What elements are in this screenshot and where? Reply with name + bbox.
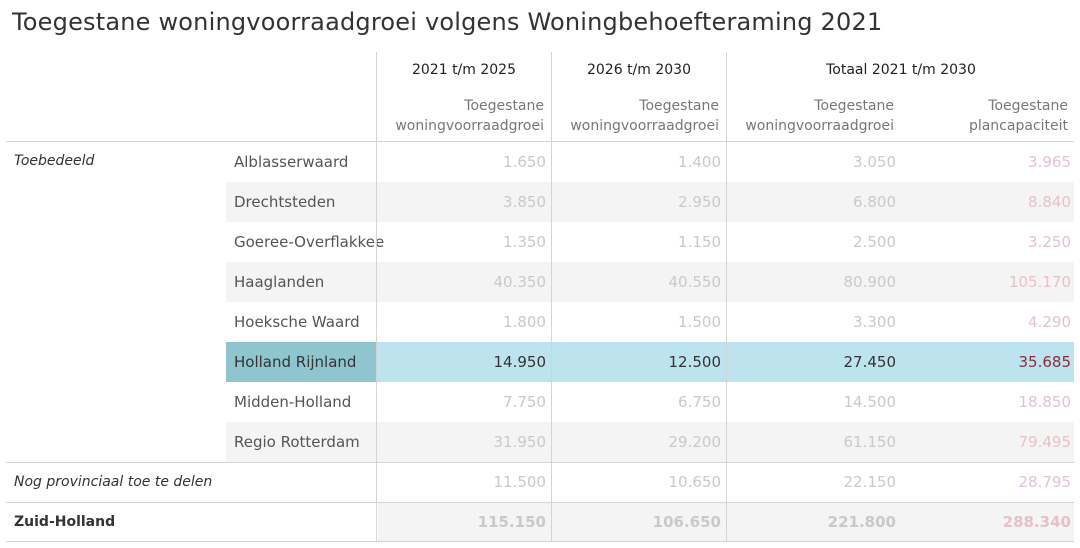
row-name: Goeree-Overflakkee xyxy=(234,233,385,251)
header-period-2021-2025: 2021 t/m 2025 xyxy=(411,62,516,78)
cell-c4: 105.170 xyxy=(1008,273,1071,291)
row-bg-drechtsteden xyxy=(226,182,1074,222)
cell-c4: 4.290 xyxy=(1028,313,1071,331)
col-divider xyxy=(376,52,377,542)
cell-c1: 40.350 xyxy=(493,273,547,291)
cell-c4: 8.840 xyxy=(1028,193,1071,211)
cell-c3: 80.900 xyxy=(843,273,897,291)
cell-c1: 31.950 xyxy=(493,433,547,451)
cell-c1: 14.950 xyxy=(493,353,547,371)
row-name: Midden-Holland xyxy=(234,393,352,411)
cell-c1: 7.750 xyxy=(503,393,546,411)
cell-c2: 29.200 xyxy=(668,433,722,451)
cell-c3: 2.500 xyxy=(853,233,896,251)
cell-c3: 27.450 xyxy=(843,353,897,371)
selected-name-cell xyxy=(226,342,376,382)
page-title: Toegestane woningvoorraadgroei volgens W… xyxy=(12,8,883,36)
cell-c2: 6.750 xyxy=(678,393,721,411)
cell-c4: 3.250 xyxy=(1028,233,1071,251)
cell-c2: 2.950 xyxy=(678,193,721,211)
header-period-2026-2030: 2026 t/m 2030 xyxy=(586,62,691,78)
cell-c4: 35.685 xyxy=(1018,353,1072,371)
cell-c2: 1.400 xyxy=(678,153,721,171)
cell-c1: 11.500 xyxy=(493,473,547,491)
cell-c1: 1.800 xyxy=(503,313,546,331)
col-divider xyxy=(551,52,552,542)
cell-c3: 221.800 xyxy=(827,513,896,531)
row-name: Hoeksche Waard xyxy=(234,313,360,331)
row-bg-haaglanden xyxy=(226,262,1074,302)
subheader-col-3: Toegestane woningvoorraadgroei xyxy=(745,98,894,134)
group-divider xyxy=(6,502,1074,503)
cell-c4: 18.850 xyxy=(1018,393,1072,411)
cell-c3: 22.150 xyxy=(843,473,897,491)
cell-c3: 3.300 xyxy=(853,313,896,331)
group-label-nog-provinciaal: Nog provinciaal toe te delen xyxy=(14,474,213,490)
cell-c2: 12.500 xyxy=(668,353,722,371)
row-name: Alblasserwaard xyxy=(234,153,349,171)
cell-c2: 10.650 xyxy=(668,473,722,491)
subheader-col-2: Toegestane woningvoorraadgroei xyxy=(570,98,719,134)
cell-c4: 28.795 xyxy=(1018,473,1072,491)
cell-c3: 14.500 xyxy=(843,393,897,411)
cell-c1: 1.350 xyxy=(503,233,546,251)
row-name: Drechtsteden xyxy=(234,193,336,211)
cell-c3: 3.050 xyxy=(853,153,896,171)
cell-c1: 115.150 xyxy=(477,513,546,531)
table-bottom xyxy=(6,541,1074,542)
cell-c4: 288.340 xyxy=(1002,513,1071,531)
header-period-total: Totaal 2021 t/m 2030 xyxy=(826,62,976,78)
cell-c2: 1.150 xyxy=(678,233,721,251)
col-divider xyxy=(726,52,727,542)
row-bg-regio-rotterdam xyxy=(226,422,1074,462)
cell-c2: 1.500 xyxy=(678,313,721,331)
header-divider xyxy=(6,141,1074,142)
subheader-col-1: Toegestane woningvoorraadgroei xyxy=(395,98,544,134)
cell-c1: 1.650 xyxy=(503,153,546,171)
subheader-col-4: Toegestane plancapaciteit xyxy=(968,98,1068,134)
cell-c3: 61.150 xyxy=(843,433,897,451)
cell-c4: 3.965 xyxy=(1028,153,1071,171)
cell-c4: 79.495 xyxy=(1018,433,1072,451)
group-label-toebedeeld: Toebedeeld xyxy=(14,153,95,169)
row-name: Holland Rijnland xyxy=(234,353,357,371)
cell-c2: 40.550 xyxy=(668,273,722,291)
row-name: Regio Rotterdam xyxy=(234,433,360,451)
group-divider xyxy=(6,462,1074,463)
group-label-zuid-holland: Zuid-Holland xyxy=(14,514,116,530)
cell-c2: 106.650 xyxy=(652,513,721,531)
row-name: Haaglanden xyxy=(234,273,325,291)
cell-c3: 6.800 xyxy=(853,193,896,211)
cell-c1: 3.850 xyxy=(503,193,546,211)
